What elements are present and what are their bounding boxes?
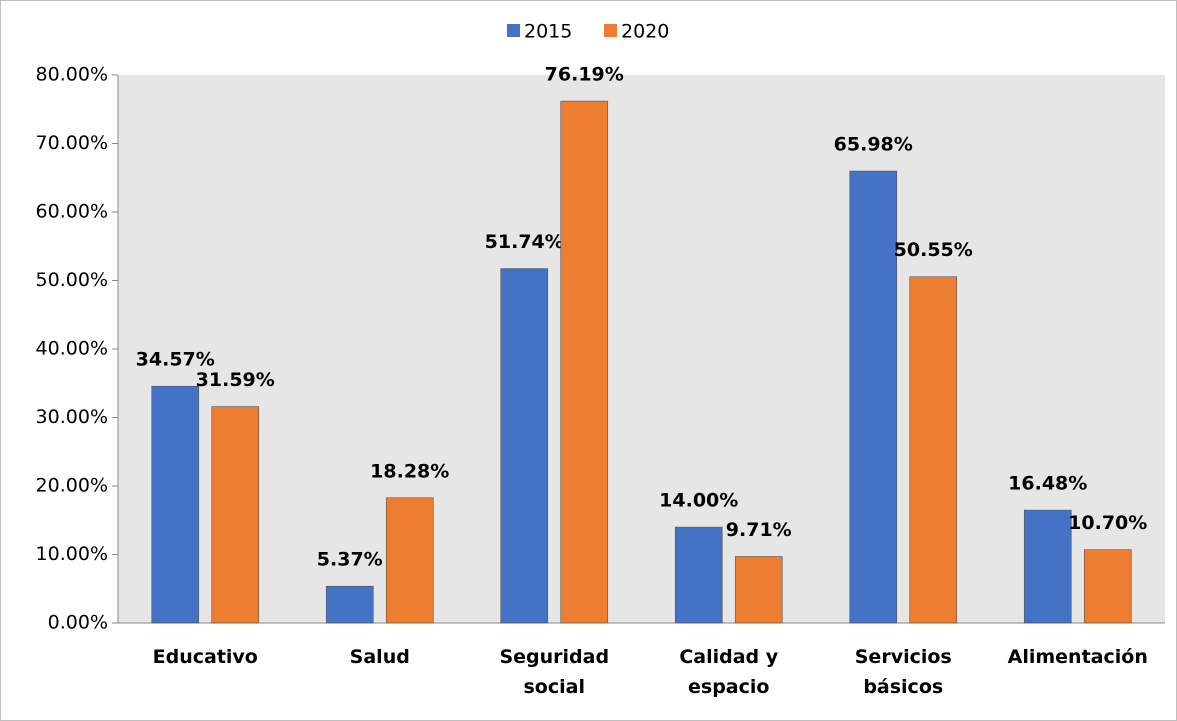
x-tick-label: Servicios básicos xyxy=(854,646,952,698)
data-label: 14.00% xyxy=(659,490,738,512)
bar xyxy=(500,268,549,624)
legend-swatch xyxy=(507,24,520,37)
bar xyxy=(1083,549,1132,624)
bar xyxy=(211,406,260,624)
bar xyxy=(1023,509,1072,624)
y-tick-label: 30.00% xyxy=(36,406,108,428)
data-label: 9.71% xyxy=(726,519,792,541)
y-tick-label: 0.00% xyxy=(48,612,108,634)
y-tick-label: 50.00% xyxy=(36,269,108,291)
bar xyxy=(151,385,200,624)
x-tick-label: Seguridad social xyxy=(499,646,610,698)
data-label: 18.28% xyxy=(370,460,449,482)
bar xyxy=(734,556,783,624)
x-tick-label: Salud xyxy=(349,646,410,668)
legend-label: 2015 xyxy=(524,21,572,43)
data-label: 76.19% xyxy=(545,64,624,86)
data-label: 5.37% xyxy=(317,549,383,571)
data-label: 65.98% xyxy=(834,134,913,156)
bar xyxy=(325,585,374,624)
data-label: 16.48% xyxy=(1008,473,1087,495)
data-label: 50.55% xyxy=(894,239,973,261)
bar xyxy=(385,497,434,624)
legend-swatch xyxy=(604,24,617,37)
y-tick-label: 40.00% xyxy=(36,338,108,360)
x-tick-label: Calidad y espacio xyxy=(679,646,779,698)
data-label: 31.59% xyxy=(196,369,275,391)
data-label: 10.70% xyxy=(1068,512,1147,534)
x-tick-label: Alimentación xyxy=(1007,646,1148,668)
bar xyxy=(909,276,958,624)
y-tick-label: 60.00% xyxy=(36,201,108,223)
data-label: 51.74% xyxy=(485,231,564,253)
bar xyxy=(674,526,723,624)
bar xyxy=(849,170,898,624)
plot-area xyxy=(118,75,1165,623)
bar xyxy=(560,100,609,624)
legend-label: 2020 xyxy=(621,21,669,43)
y-tick-label: 80.00% xyxy=(36,64,108,86)
y-tick-label: 20.00% xyxy=(36,475,108,497)
y-tick-label: 10.00% xyxy=(36,543,108,565)
x-tick-label: Educativo xyxy=(152,646,258,668)
y-tick-label: 70.00% xyxy=(36,132,108,154)
data-label: 34.57% xyxy=(136,349,215,371)
